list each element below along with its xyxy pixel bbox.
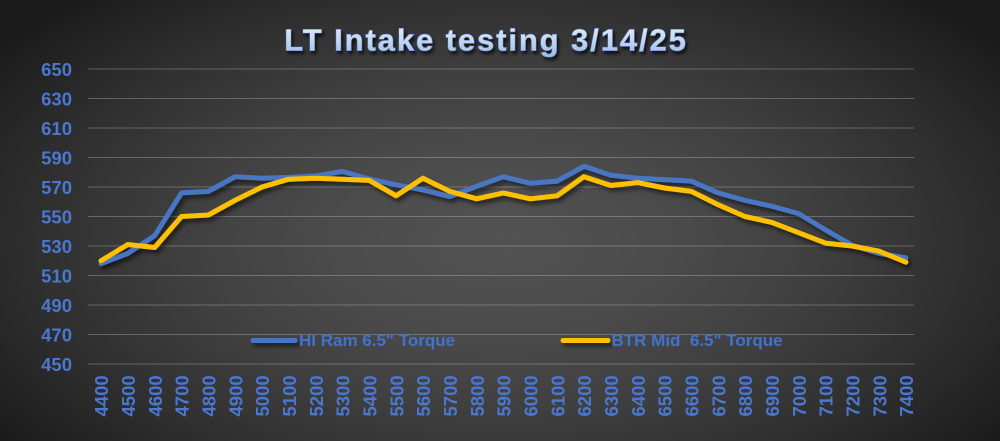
svg-text:4500: 4500 <box>118 375 139 416</box>
svg-text:5800: 5800 <box>467 375 488 416</box>
svg-text:4900: 4900 <box>225 375 246 416</box>
svg-text:5000: 5000 <box>252 375 273 416</box>
svg-text:6500: 6500 <box>655 375 676 416</box>
svg-text:6400: 6400 <box>628 375 649 416</box>
svg-text:5200: 5200 <box>306 375 327 416</box>
svg-text:LT Intake testing 3/14/25: LT Intake testing 3/14/25 <box>284 23 688 58</box>
svg-text:610: 610 <box>41 118 72 139</box>
svg-text:7100: 7100 <box>816 375 837 416</box>
svg-text:7400: 7400 <box>896 375 917 416</box>
svg-text:510: 510 <box>41 265 72 286</box>
svg-text:6100: 6100 <box>547 375 568 416</box>
svg-text:570: 570 <box>41 177 72 198</box>
svg-text:6300: 6300 <box>601 375 622 416</box>
svg-text:6600: 6600 <box>682 375 703 416</box>
svg-text:5400: 5400 <box>360 375 381 416</box>
svg-text:4600: 4600 <box>145 375 166 416</box>
svg-text:7000: 7000 <box>789 375 810 416</box>
svg-text:5100: 5100 <box>279 375 300 416</box>
svg-text:5700: 5700 <box>440 375 461 416</box>
svg-text:530: 530 <box>41 236 72 257</box>
svg-text:5500: 5500 <box>386 375 407 416</box>
svg-text:6200: 6200 <box>574 375 595 416</box>
svg-text:470: 470 <box>41 324 72 345</box>
svg-text:7300: 7300 <box>869 375 890 416</box>
svg-text:450: 450 <box>41 354 72 375</box>
svg-text:590: 590 <box>41 147 72 168</box>
svg-text:5300: 5300 <box>333 375 354 416</box>
svg-text:550: 550 <box>41 206 72 227</box>
svg-text:HI Ram 6.5" Torque: HI Ram 6.5" Torque <box>299 331 455 350</box>
svg-text:650: 650 <box>41 59 72 80</box>
svg-text:5900: 5900 <box>494 375 515 416</box>
svg-text:7200: 7200 <box>842 375 863 416</box>
svg-text:6900: 6900 <box>762 375 783 416</box>
svg-text:490: 490 <box>41 295 72 316</box>
svg-text:6000: 6000 <box>521 375 542 416</box>
svg-text:630: 630 <box>41 88 72 109</box>
svg-text:4700: 4700 <box>172 375 193 416</box>
svg-text:6800: 6800 <box>735 375 756 416</box>
svg-text:6700: 6700 <box>708 375 729 416</box>
svg-text:4800: 4800 <box>199 375 220 416</box>
svg-text:4400: 4400 <box>91 375 112 416</box>
svg-text:BTR Mid 6.5" Torque: BTR Mid 6.5" Torque <box>612 331 783 350</box>
svg-text:5600: 5600 <box>413 375 434 416</box>
